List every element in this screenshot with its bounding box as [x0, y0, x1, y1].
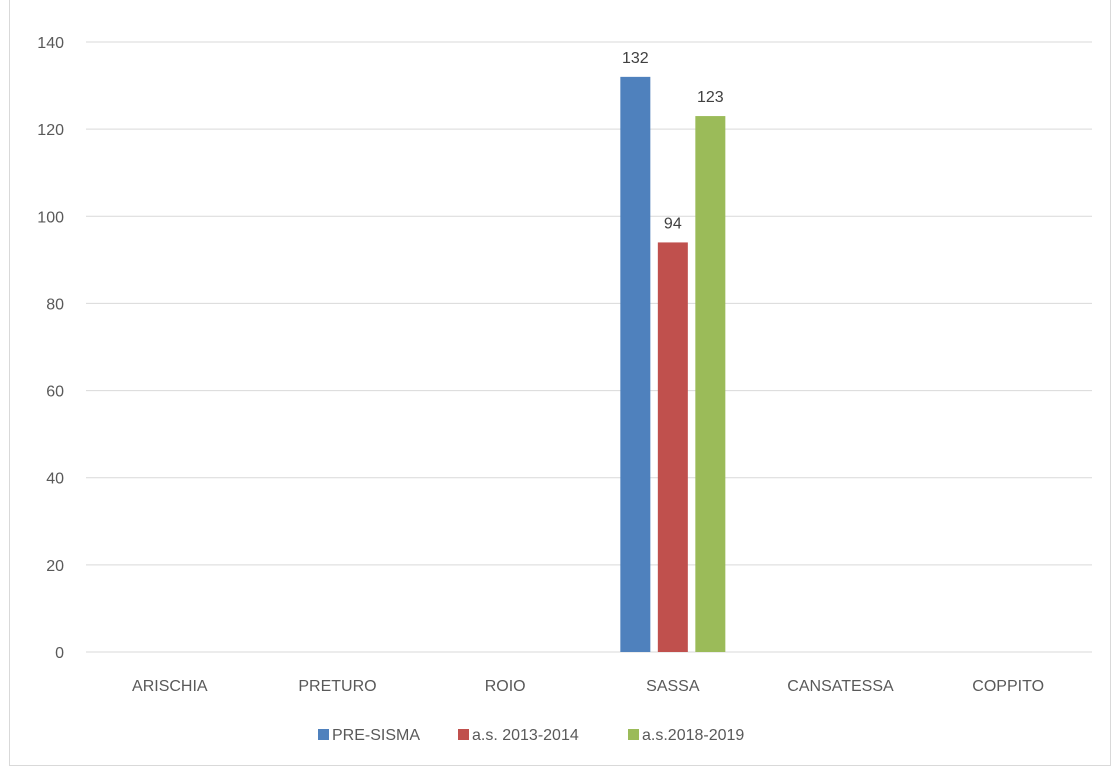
x-tick-label: ROIO: [485, 678, 526, 695]
y-tick-label: 100: [37, 209, 64, 226]
bar: [620, 76, 651, 653]
x-tick-label: CANSATESSA: [787, 678, 894, 695]
y-tick-label: 20: [46, 558, 64, 575]
y-tick-label: 80: [46, 296, 64, 313]
y-tick-label: 60: [46, 384, 64, 401]
legend-label: a.s. 2013-2014: [472, 727, 579, 744]
y-axis-ticks: 0 20 40 60 80 100 120 140: [37, 35, 64, 662]
data-labels: 132 94 123: [622, 50, 724, 233]
y-tick-label: 40: [46, 471, 64, 488]
data-label: 94: [664, 215, 682, 232]
x-tick-label: PRETURO: [298, 678, 376, 695]
y-tick-label: 0: [55, 645, 64, 662]
data-label: 123: [697, 89, 724, 106]
bars: [620, 76, 726, 653]
x-tick-label: SASSA: [646, 678, 700, 695]
data-label: 132: [622, 50, 649, 67]
legend-swatch: [628, 729, 639, 740]
legend-label: a.s.2018-2019: [642, 727, 744, 744]
y-tick-label: 140: [37, 35, 64, 52]
x-tick-label: ARISCHIA: [132, 678, 208, 695]
x-tick-label: COPPITO: [972, 678, 1044, 695]
y-tick-label: 120: [37, 122, 64, 139]
x-axis-ticks: ARISCHIA PRETURO ROIO SASSA CANSATESSA COPPIT…: [132, 678, 1044, 695]
chart-frame: [9, 0, 1111, 766]
legend-swatch: [458, 729, 469, 740]
legend-swatch: [318, 729, 329, 740]
gridlines: [86, 41, 1092, 653]
bar: [657, 242, 688, 652]
legend: PRE-SISMA a.s. 2013-2014 a.s.2018-2019: [318, 727, 744, 744]
legend-label: PRE-SISMA: [332, 727, 420, 744]
bar: [695, 116, 726, 653]
